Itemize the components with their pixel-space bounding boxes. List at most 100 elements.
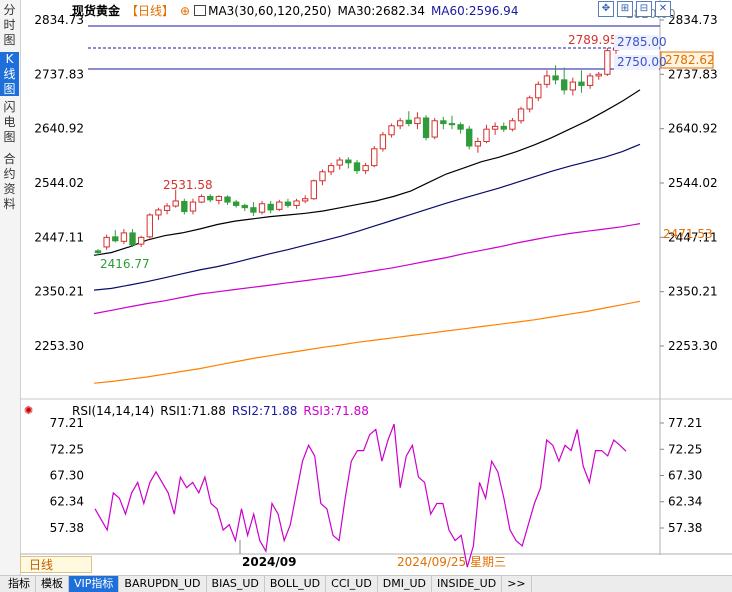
candle-body[interactable]: [440, 120, 447, 125]
rsi-settings-icon[interactable]: ✺: [24, 404, 34, 417]
tab-vip-indicators[interactable]: VIP指标: [69, 576, 120, 592]
tab-indicators[interactable]: 指标: [0, 576, 36, 592]
ma30-value: MA30:2682.34: [337, 4, 425, 18]
tab-more[interactable]: >>: [502, 576, 532, 592]
candle-body[interactable]: [353, 162, 361, 172]
candle-body[interactable]: [362, 165, 369, 172]
candle-body[interactable]: [302, 198, 309, 202]
candle-body[interactable]: [586, 75, 594, 86]
candle-body[interactable]: [336, 159, 343, 166]
candle-body[interactable]: [457, 124, 464, 130]
tab-bias-ud[interactable]: BIAS_UD: [207, 576, 265, 592]
price-left-label: 2640.92: [34, 122, 84, 136]
candle-body[interactable]: [224, 196, 231, 203]
candle-body[interactable]: [120, 232, 128, 242]
candle-body[interactable]: [207, 195, 214, 201]
close-icon[interactable]: ✕: [655, 1, 671, 17]
candle-body[interactable]: [310, 180, 318, 200]
candle-body[interactable]: [198, 195, 205, 203]
rsi-tick-label: 67.30: [668, 468, 702, 482]
tab-cci-ud[interactable]: CCI_UD: [326, 576, 378, 592]
candle-body[interactable]: [345, 159, 352, 164]
tab-boll-ud[interactable]: BOLL_UD: [265, 576, 327, 592]
candle-body[interactable]: [491, 125, 499, 130]
rsi-name[interactable]: RSI(14,14,14): [72, 404, 155, 418]
rsi3-value: RSI3:71.88: [303, 404, 369, 418]
candle-body[interactable]: [293, 200, 300, 206]
rsi-left-label: 57.38: [50, 521, 84, 535]
candle-body[interactable]: [103, 236, 110, 248]
chart-area[interactable]: 2834.73 2834.73 2737.83 2737.83 2640.92 2640.…: [20, 0, 732, 575]
candle-body[interactable]: [284, 201, 292, 206]
candle-body[interactable]: [466, 128, 473, 147]
candle-body[interactable]: [569, 81, 577, 91]
ma-settings-icon[interactable]: [194, 5, 207, 16]
candle-body[interactable]: [517, 108, 525, 122]
candle-body[interactable]: [94, 250, 102, 254]
candle-body[interactable]: [250, 207, 257, 213]
candle-body[interactable]: [189, 201, 197, 212]
candle-body[interactable]: [552, 75, 559, 81]
fullscreen-icon[interactable]: ✥: [598, 1, 614, 17]
candle-body[interactable]: [379, 134, 387, 150]
price-left-label: 2253.30: [34, 339, 84, 353]
side-tab-kline[interactable]: K线图: [0, 52, 19, 96]
left-sidebar: 分时图 K线图 闪电图 合约资料: [0, 0, 21, 575]
candle-body[interactable]: [241, 204, 248, 209]
candle-body[interactable]: [172, 200, 179, 207]
candle-body[interactable]: [215, 195, 223, 201]
candle-body[interactable]: [483, 128, 490, 143]
candle-body[interactable]: [388, 125, 395, 136]
candle-body[interactable]: [163, 205, 171, 211]
zoom-out-icon[interactable]: ⊟: [636, 1, 652, 17]
candle-body[interactable]: [181, 201, 188, 213]
candle-body[interactable]: [129, 232, 136, 246]
level-2785-label: 2785.00: [617, 35, 667, 49]
tab-templates[interactable]: 模板: [36, 576, 69, 592]
period-button[interactable]: 日线: [20, 556, 92, 573]
candle-body[interactable]: [258, 203, 266, 213]
candle-body[interactable]: [232, 201, 240, 206]
candle-body[interactable]: [319, 171, 326, 182]
candle-body[interactable]: [500, 125, 507, 130]
side-tab-flash[interactable]: 闪电图: [3, 100, 16, 144]
tab-barupdn-ud[interactable]: BARUPDN_UD: [119, 576, 207, 592]
rsi-header: RSI(14,14,14) RSI1:71.88 RSI2:71.88 RSI3:71…: [72, 404, 375, 418]
candle-body[interactable]: [422, 117, 430, 139]
candle-body[interactable]: [405, 119, 412, 125]
candle-body[interactable]: [604, 50, 611, 75]
period-label[interactable]: 【日线】: [126, 4, 175, 18]
candle-body[interactable]: [146, 214, 153, 238]
tab-inside-ud[interactable]: INSIDE_UD: [432, 576, 503, 592]
candle-body[interactable]: [526, 97, 533, 110]
tab-dmi-ud[interactable]: DMI_UD: [378, 576, 433, 592]
candle-body[interactable]: [535, 83, 542, 99]
candle-body[interactable]: [578, 81, 585, 86]
rsi-tick-label: 57.38: [668, 521, 702, 535]
candle-body[interactable]: [431, 120, 438, 138]
candle-body[interactable]: [595, 73, 602, 77]
ma-indicator-name[interactable]: MA3(30,60,120,250): [208, 4, 332, 18]
side-tab-timeshare[interactable]: 分时图: [3, 3, 16, 47]
kline-chart[interactable]: 2834.73 2834.73 2737.83 2737.83 2640.92 2640.…: [20, 0, 732, 575]
candle-body[interactable]: [267, 203, 274, 211]
rsi-left-label: 62.34: [50, 495, 84, 509]
candle-body[interactable]: [509, 120, 516, 130]
candle-body[interactable]: [543, 75, 551, 85]
candle-body[interactable]: [155, 209, 162, 216]
sync-icon[interactable]: ⊕: [180, 4, 191, 18]
price-tick-label: 2253.30: [668, 339, 718, 353]
candle-body[interactable]: [371, 148, 378, 167]
zoom-in-icon[interactable]: ⊞: [617, 1, 633, 17]
side-tab-contract-info[interactable]: 合约资料: [3, 152, 16, 211]
candle-body[interactable]: [112, 236, 119, 242]
candle-body[interactable]: [327, 165, 335, 173]
candle-body[interactable]: [561, 79, 568, 91]
candle-body[interactable]: [396, 120, 404, 127]
candle-body[interactable]: [414, 117, 421, 125]
ma-line-0: [93, 89, 641, 256]
candle-body[interactable]: [448, 123, 456, 126]
candle-body[interactable]: [474, 141, 482, 147]
candle-body[interactable]: [137, 236, 145, 245]
candle-body[interactable]: [276, 201, 283, 210]
